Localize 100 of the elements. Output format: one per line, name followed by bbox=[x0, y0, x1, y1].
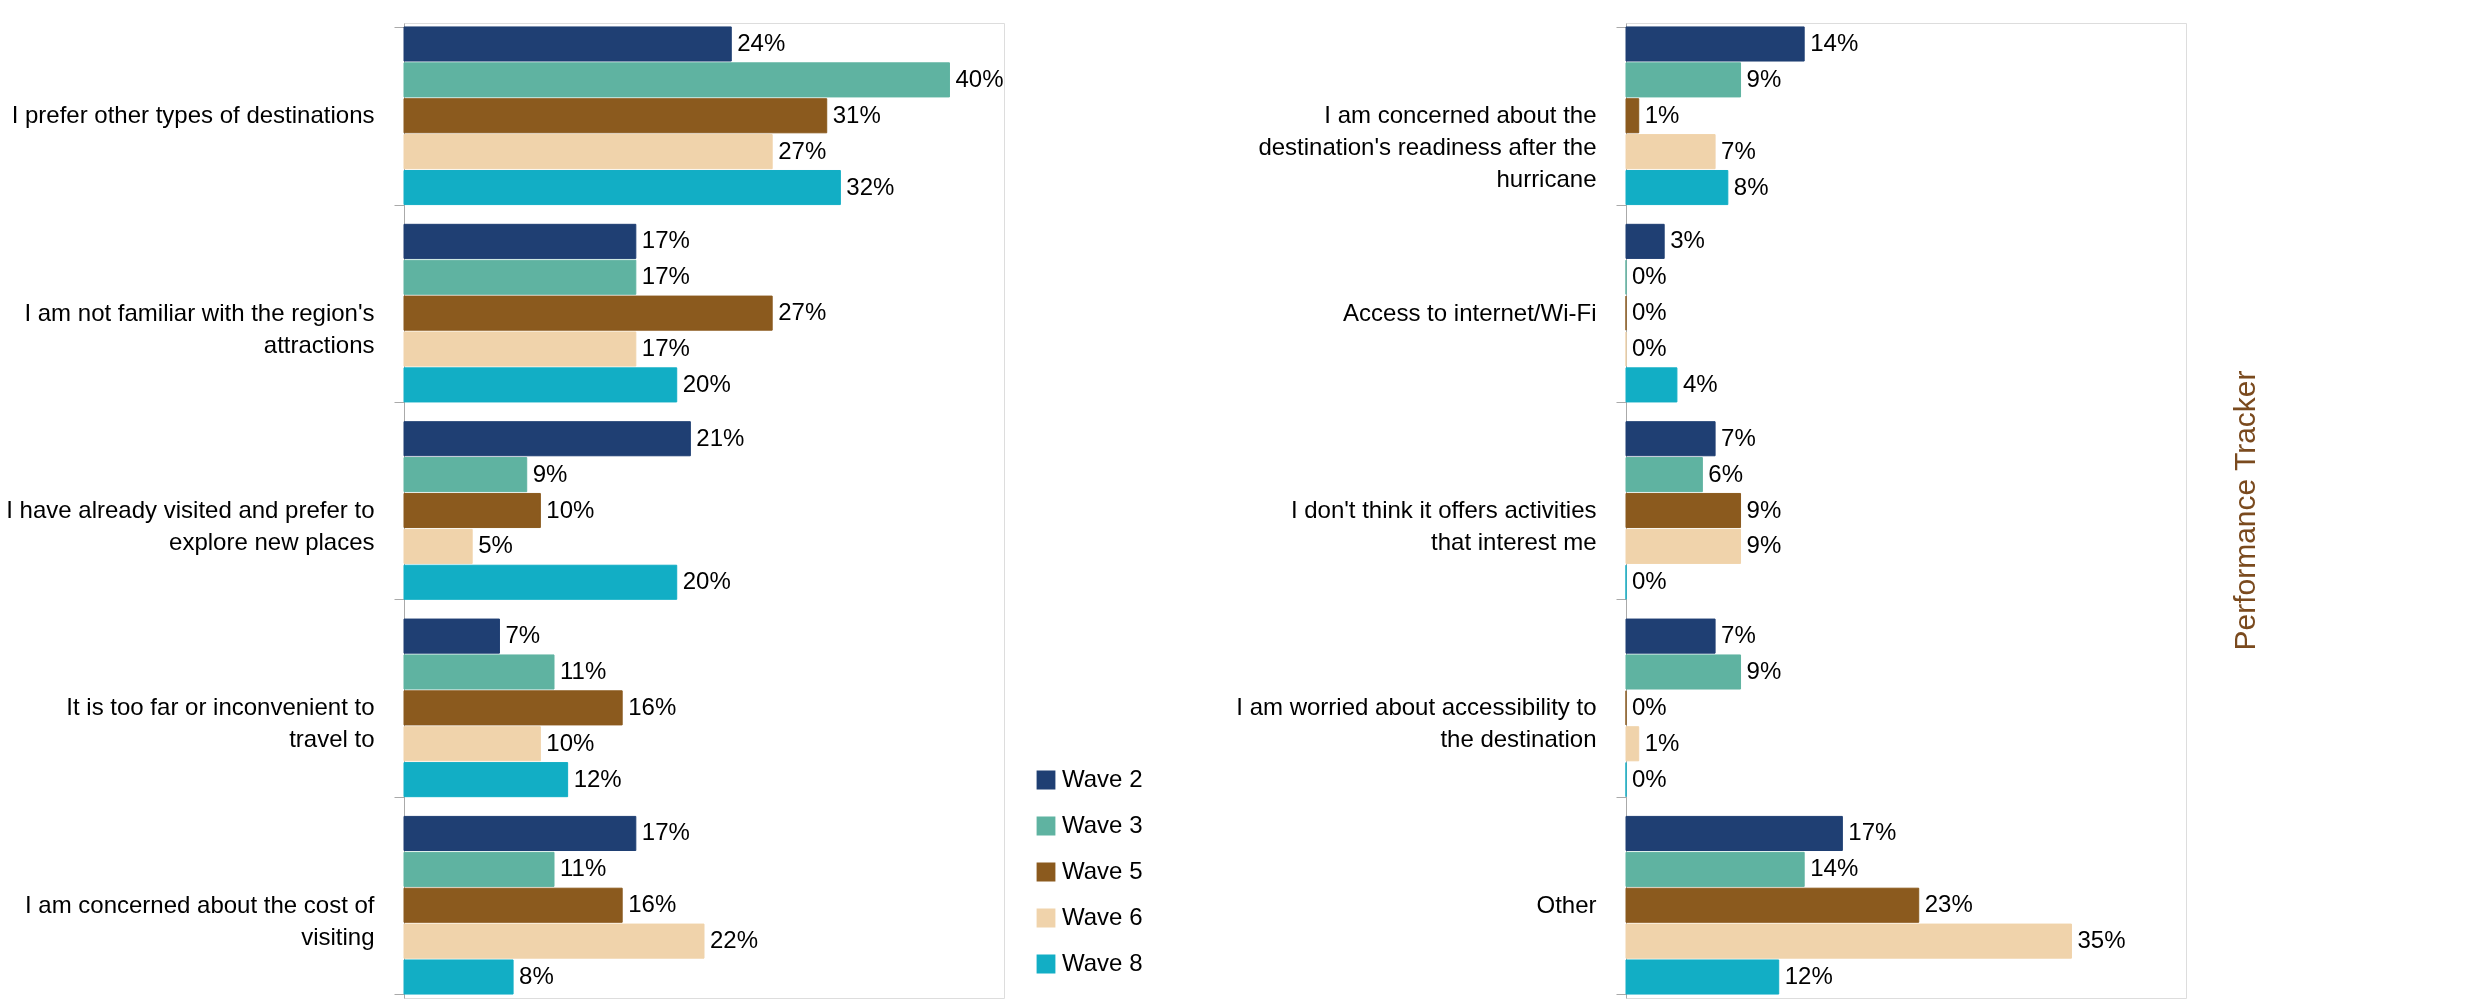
data-label: 20% bbox=[682, 567, 731, 595]
data-label: 12% bbox=[573, 764, 622, 792]
bar bbox=[1625, 457, 1703, 493]
y-tick-label: I am concerned about the destination's readiness after the hurricane bbox=[1258, 101, 1597, 193]
data-label: 12% bbox=[1784, 962, 1833, 990]
data-label: 0% bbox=[1632, 692, 1667, 720]
data-label: 6% bbox=[1708, 459, 1744, 487]
data-label: 9% bbox=[1746, 495, 1782, 523]
bar bbox=[1625, 26, 1805, 62]
bar bbox=[403, 223, 637, 259]
bar bbox=[1625, 98, 1640, 134]
bar bbox=[1625, 887, 1920, 923]
legend-label: Wave 8 bbox=[1062, 949, 1143, 976]
bar bbox=[403, 331, 637, 367]
data-label: 10% bbox=[546, 495, 595, 523]
bar bbox=[1625, 618, 1716, 654]
bar bbox=[403, 367, 678, 403]
bar bbox=[403, 134, 773, 170]
data-label: 0% bbox=[1632, 764, 1667, 792]
data-label: 27% bbox=[778, 298, 827, 326]
data-label: 32% bbox=[846, 172, 895, 200]
data-label: 31% bbox=[832, 100, 881, 128]
bar bbox=[1625, 367, 1678, 403]
y-tick-label: I have already visited and prefer to explore new places bbox=[6, 496, 375, 555]
bar bbox=[403, 654, 555, 690]
bar bbox=[403, 564, 678, 600]
bar bbox=[1625, 62, 1742, 98]
bar bbox=[403, 295, 773, 331]
legend-label: Wave 2 bbox=[1062, 765, 1143, 792]
bar bbox=[1625, 528, 1742, 564]
bar bbox=[403, 62, 950, 98]
data-label: 17% bbox=[1848, 818, 1897, 846]
data-label: 1% bbox=[1644, 100, 1680, 128]
bar bbox=[403, 259, 637, 295]
bar bbox=[1625, 492, 1742, 529]
data-label: 0% bbox=[1632, 298, 1667, 326]
bar bbox=[1625, 851, 1805, 887]
bar bbox=[1625, 134, 1716, 170]
data-label: 7% bbox=[505, 621, 541, 649]
bar bbox=[1625, 421, 1716, 457]
data-label: 35% bbox=[2077, 926, 2126, 954]
y-tick-label: I am worried about accessibility to the destination bbox=[1236, 693, 1597, 753]
bar bbox=[1625, 654, 1742, 690]
data-label: 11% bbox=[560, 854, 607, 882]
data-label: 10% bbox=[546, 728, 595, 756]
bar bbox=[403, 887, 623, 923]
bar bbox=[403, 26, 732, 62]
bar bbox=[403, 457, 528, 493]
bar bbox=[403, 98, 828, 134]
y-tick-label: I am not familiar with the region's attractions bbox=[24, 298, 375, 358]
data-label: 24% bbox=[737, 28, 786, 56]
bar bbox=[403, 421, 691, 457]
bar bbox=[403, 762, 569, 798]
data-label: 8% bbox=[519, 962, 554, 990]
y-tick-label: I am concerned about the cost of visiting bbox=[24, 890, 375, 950]
data-label: 17% bbox=[641, 334, 690, 362]
data-label: 40% bbox=[955, 64, 1004, 92]
data-label: 4% bbox=[1682, 369, 1718, 397]
data-label: 17% bbox=[641, 818, 690, 846]
data-label: 9% bbox=[532, 459, 568, 487]
data-label: 17% bbox=[641, 262, 690, 290]
bar bbox=[403, 851, 555, 887]
data-label: 7% bbox=[1721, 136, 1756, 164]
y-tick-label: Access to internet/Wi-Fi bbox=[1343, 298, 1597, 326]
data-label: 23% bbox=[1924, 890, 1973, 918]
bar bbox=[403, 492, 541, 529]
data-label: 0% bbox=[1632, 567, 1667, 595]
bar bbox=[1625, 959, 1780, 995]
data-label: 22% bbox=[710, 926, 759, 954]
data-label: 20% bbox=[682, 369, 731, 397]
bar bbox=[403, 959, 514, 995]
data-label: 16% bbox=[628, 890, 677, 918]
legend-label: Wave 6 bbox=[1062, 903, 1143, 930]
bar bbox=[1625, 726, 1640, 762]
legend-label: Wave 3 bbox=[1062, 811, 1143, 838]
data-label: 14% bbox=[1810, 854, 1859, 882]
y-tick-label: I prefer other types of destinations bbox=[11, 101, 375, 129]
y-tick-label: Other bbox=[1536, 890, 1597, 918]
bar bbox=[403, 690, 623, 726]
bar bbox=[1625, 815, 1843, 852]
data-label: 0% bbox=[1632, 334, 1667, 362]
bar bbox=[403, 169, 841, 206]
bar bbox=[403, 923, 705, 959]
data-label: 9% bbox=[1746, 64, 1782, 92]
data-label: 1% bbox=[1644, 728, 1680, 756]
bar bbox=[403, 618, 500, 654]
data-label: 9% bbox=[1746, 531, 1782, 559]
bar bbox=[403, 815, 637, 852]
data-label: 0% bbox=[1632, 262, 1667, 290]
y-tick-label: It is too far or inconvenient to travel to bbox=[66, 693, 375, 753]
data-label: 16% bbox=[628, 692, 677, 720]
bar bbox=[1625, 223, 1665, 259]
data-label: 17% bbox=[641, 226, 690, 254]
bar bbox=[1625, 923, 2072, 959]
bar bbox=[403, 726, 541, 762]
data-label: 21% bbox=[696, 423, 745, 451]
data-label: 11% bbox=[560, 656, 607, 684]
data-label: 9% bbox=[1746, 656, 1782, 684]
data-label: 8% bbox=[1733, 172, 1769, 200]
legend-label: Wave 5 bbox=[1062, 857, 1143, 884]
